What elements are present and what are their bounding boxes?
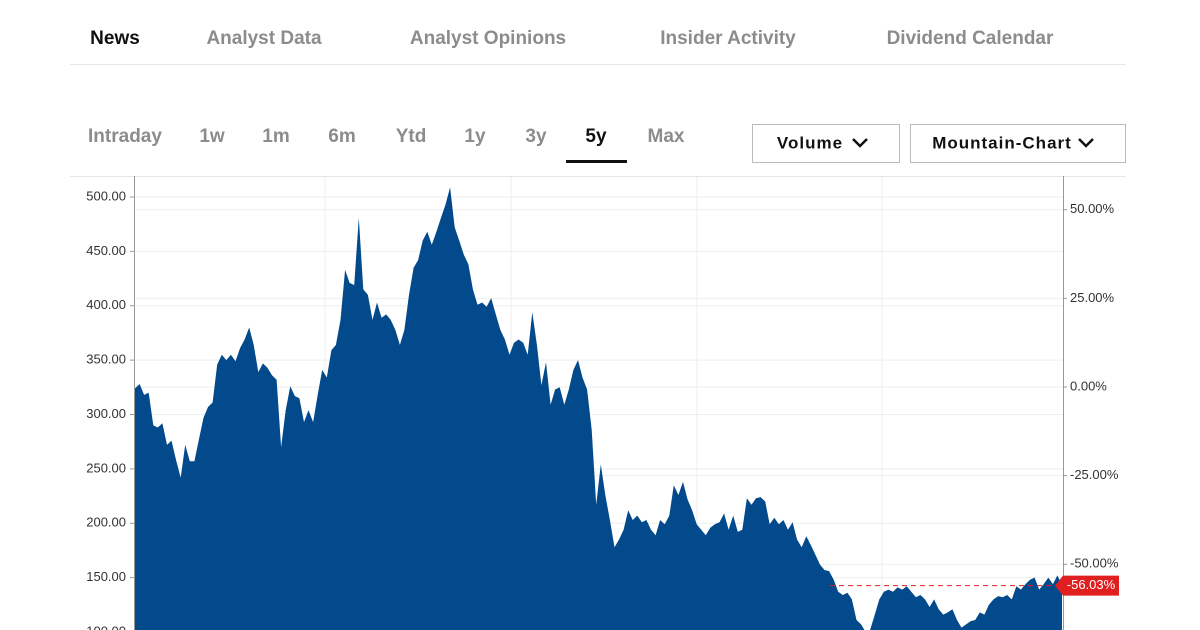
range-button[interactable]: Intraday	[88, 126, 162, 147]
y-tick-label: 300.00	[86, 406, 126, 421]
y2-tick-label: 50.00%	[1070, 201, 1115, 216]
range-button[interactable]: Max	[648, 126, 685, 147]
active-range-underline	[566, 160, 627, 163]
range-button[interactable]: 1y	[464, 126, 486, 147]
range-button[interactable]: 1m	[262, 126, 289, 147]
dropdown-label: Volume	[777, 133, 843, 152]
y-tick-label: 450.00	[86, 243, 126, 258]
range-button[interactable]: 1w	[199, 126, 225, 147]
y-tick-label: 100.00	[86, 623, 126, 630]
nav-tab[interactable]: Insider Activity	[660, 28, 796, 49]
y2-tick-label: -25.00%	[1070, 467, 1119, 482]
y2-tick-label: 0.00%	[1070, 378, 1107, 393]
y-tick-label: 250.00	[86, 460, 126, 475]
range-button[interactable]: 3y	[525, 126, 547, 147]
y-tick-label: 150.00	[86, 569, 126, 584]
nav-tab[interactable]: News	[90, 28, 140, 49]
nav-tab[interactable]: Dividend Calendar	[887, 28, 1054, 49]
last-value-badge	[1055, 575, 1119, 596]
chevron	[852, 138, 868, 148]
y2-tick-label: -50.00%	[1070, 556, 1119, 571]
price-area	[135, 187, 1062, 630]
y-tick-label: 200.00	[86, 515, 126, 530]
last-value-label: -56.03%	[1067, 577, 1116, 592]
y-tick-label: 500.00	[86, 188, 126, 203]
nav-tab[interactable]: Analyst Data	[206, 28, 322, 49]
dropdown-label: Mountain-Chart	[932, 133, 1072, 152]
y-tick-label: 350.00	[86, 352, 126, 367]
y2-tick-label: 25.00%	[1070, 290, 1115, 305]
range-button[interactable]: Ytd	[396, 126, 427, 147]
range-button[interactable]: 6m	[328, 126, 355, 147]
y-tick-label: 400.00	[86, 297, 126, 312]
nav-tab[interactable]: Analyst Opinions	[410, 28, 566, 49]
range-button[interactable]: 5y	[585, 126, 607, 147]
volume-dropdown[interactable]	[752, 124, 900, 163]
chevron	[1078, 138, 1094, 148]
